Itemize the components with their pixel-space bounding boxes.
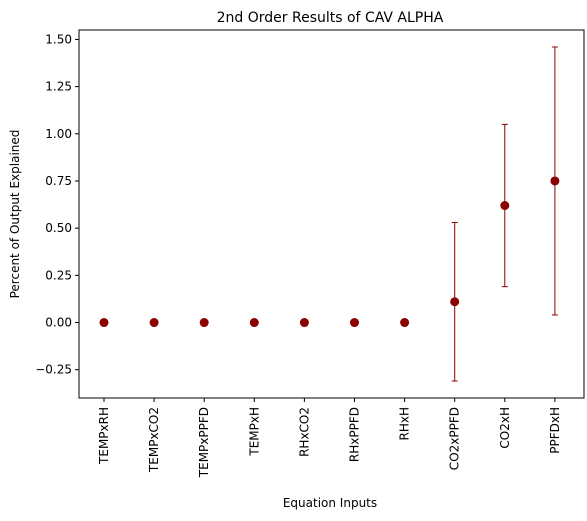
data-point [149,318,159,328]
data-point [550,176,560,186]
data-point [249,318,259,328]
x-axis-label: Equation Inputs [283,496,377,510]
x-tick-label: RHxCO2 [297,407,311,457]
y-axis: −0.25 0.00 0.25 0.50 0.75 1.00 1.25 1.50 [35,32,79,377]
x-tick-label: TEMPxCO2 [147,407,161,473]
y-axis-label: Percent of Output Explained [8,130,22,299]
data-point [500,201,510,211]
x-tick-label: RHxPPFD [348,407,362,462]
x-tick-label: TEMPxH [247,407,261,457]
y-tick-label: 1.00 [45,127,72,141]
data-point [299,318,309,328]
plot-frame [78,29,585,399]
data-point [199,318,209,328]
x-tick-label: PPFDxH [548,407,562,454]
x-tick-label: TEMPxRH [97,407,111,465]
y-tick-label: −0.25 [35,363,72,377]
data-point [450,297,460,307]
data-point [400,318,410,328]
y-tick-label: 1.50 [45,32,72,46]
x-axis: TEMPxRH TEMPxCO2 TEMPxPPFD TEMPxH RHxCO2 RHxP… [97,398,562,478]
data-point [350,318,359,328]
x-tick-label: RHxH [398,407,412,441]
y-tick-label: 0.25 [45,268,72,282]
y-tick-label: 1.25 [45,80,72,94]
data-marks [99,46,560,382]
chart-title: 2nd Order Results of CAV ALPHA [217,10,444,26]
data-point [99,318,109,328]
x-tick-label: TEMPxPPFD [197,407,211,478]
y-tick-label: 0.50 [45,221,72,235]
x-tick-label: CO2xPPFD [448,407,462,470]
x-tick-label: CO2xH [498,407,512,449]
y-tick-label: 0.00 [45,316,72,330]
y-tick-label: 0.75 [45,174,72,188]
